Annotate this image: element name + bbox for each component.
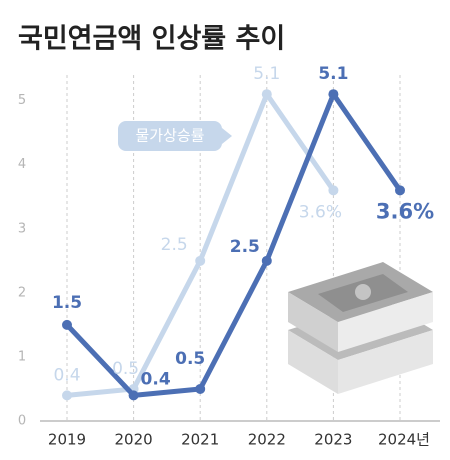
point [328,89,339,100]
point [62,390,72,401]
y-tick-label: 3 [18,221,26,236]
money-icon [288,262,433,395]
chart-title: 국민연금액 인상률 추이 [18,24,285,55]
data-label: 0.5 [175,349,205,369]
point [62,319,72,330]
data-label: 3.6% [376,199,434,223]
y-tick-label: 2 [18,285,26,300]
data-label: 2.5 [161,235,188,255]
data-label: 5.1 [253,64,280,84]
legend-tag: 물가상승률 [118,121,232,151]
data-label: 0.5 [112,359,139,379]
data-label: 1.5 [52,293,82,313]
y-tick-label: 0 [18,414,26,429]
data-label: 2.5 [230,237,260,257]
x-tick-label: 2019 [48,431,86,449]
series-line [65,91,403,398]
data-label: 0.4 [141,369,171,389]
point [128,390,139,401]
x-tick-label: 2021 [181,431,219,449]
point [261,255,272,266]
data-label: 3.6% [299,202,342,222]
point [395,185,405,196]
x-tick-label: 2023 [314,431,352,449]
point [261,89,272,100]
data-label: 0.4 [53,365,80,385]
x-tick-label: 2024년 [378,431,430,449]
data-label: 5.1 [318,64,348,84]
legend-label: 물가상승률 [135,127,204,145]
point [195,383,206,394]
x-tick-label: 2022 [248,431,286,449]
point [328,185,339,196]
point [195,255,206,266]
y-tick-label: 5 [18,93,26,108]
y-tick-label: 4 [18,157,26,172]
x-tick-label: 2020 [115,431,153,449]
y-tick-label: 1 [18,349,26,364]
